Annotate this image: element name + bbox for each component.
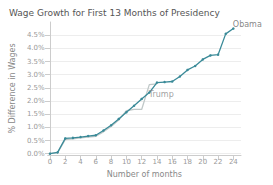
svg-text:3.5%: 3.5% bbox=[27, 58, 45, 66]
svg-text:Number of months: Number of months bbox=[107, 170, 182, 179]
svg-text:Trump: Trump bbox=[148, 90, 174, 99]
svg-text:2.5%: 2.5% bbox=[27, 84, 45, 92]
svg-text:Wage Growth for First 13 Month: Wage Growth for First 13 Months of Presi… bbox=[9, 8, 220, 18]
svg-text:16: 16 bbox=[168, 158, 177, 166]
svg-text:4.0%: 4.0% bbox=[27, 44, 45, 52]
svg-text:8: 8 bbox=[109, 158, 113, 166]
svg-text:3.0%: 3.0% bbox=[27, 71, 45, 79]
svg-text:0.5%: 0.5% bbox=[27, 137, 45, 145]
svg-text:1.5%: 1.5% bbox=[27, 110, 45, 118]
svg-text:0.0%: 0.0% bbox=[27, 150, 45, 158]
svg-text:10: 10 bbox=[122, 158, 131, 166]
svg-text:2.0%: 2.0% bbox=[27, 97, 45, 105]
svg-text:4.5%: 4.5% bbox=[27, 31, 45, 39]
svg-text:4: 4 bbox=[78, 158, 83, 166]
svg-text:% Difference in Wages: % Difference in Wages bbox=[8, 43, 17, 133]
svg-text:0: 0 bbox=[48, 158, 52, 166]
svg-text:2: 2 bbox=[63, 158, 67, 166]
svg-text:12: 12 bbox=[137, 158, 146, 166]
svg-text:Obama: Obama bbox=[233, 20, 262, 29]
svg-text:18: 18 bbox=[183, 158, 192, 166]
svg-text:24: 24 bbox=[229, 158, 238, 166]
svg-text:20: 20 bbox=[198, 158, 207, 166]
svg-text:22: 22 bbox=[214, 158, 223, 166]
svg-text:6: 6 bbox=[94, 158, 99, 166]
svg-text:14: 14 bbox=[152, 158, 161, 166]
svg-text:1.0%: 1.0% bbox=[27, 123, 45, 131]
